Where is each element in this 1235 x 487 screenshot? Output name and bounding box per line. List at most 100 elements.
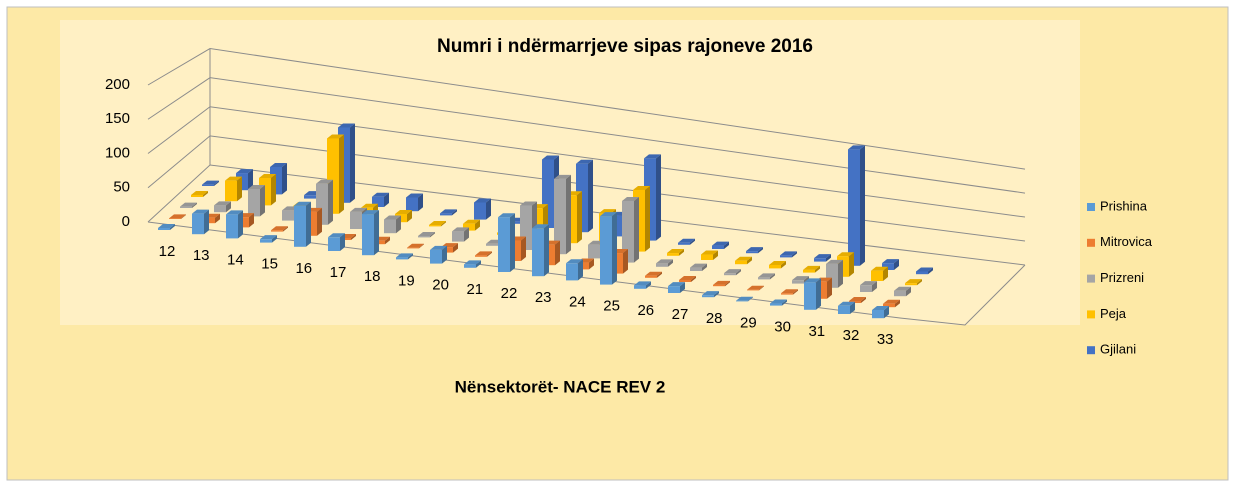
- bar-top: [474, 198, 491, 203]
- bar: [736, 300, 748, 302]
- bar-top: [633, 185, 650, 190]
- bar-top: [792, 276, 809, 281]
- bar-side: [816, 278, 821, 310]
- bar-side: [656, 154, 661, 241]
- bar: [848, 149, 860, 266]
- y-tick-label: 100: [105, 144, 130, 161]
- x-tick-label: 28: [706, 310, 723, 327]
- bar-side: [487, 251, 492, 257]
- bar-side: [758, 247, 763, 254]
- bar-side: [385, 236, 390, 245]
- bar-top: [406, 193, 423, 198]
- bar-side: [815, 265, 820, 273]
- x-tick-label: 30: [774, 319, 791, 336]
- bar-top: [769, 260, 786, 265]
- bar-side: [668, 259, 673, 267]
- bar: [678, 242, 690, 245]
- bar-side: [339, 134, 344, 214]
- bar-side: [521, 236, 526, 261]
- bar: [803, 269, 815, 273]
- bar-top: [746, 247, 763, 252]
- bar: [838, 305, 850, 314]
- bar-top: [724, 269, 741, 274]
- bar-top: [702, 291, 719, 296]
- bar-side: [770, 273, 775, 280]
- bar: [702, 295, 714, 298]
- bar: [690, 267, 702, 271]
- bar-side: [725, 280, 730, 287]
- bar: [712, 245, 724, 249]
- bar-top: [837, 252, 854, 257]
- bar-side: [452, 209, 457, 216]
- bar: [701, 254, 713, 260]
- y-tick-label: 50: [113, 179, 130, 196]
- bar-top: [667, 249, 684, 254]
- bar-top: [871, 266, 888, 271]
- bar-top: [848, 145, 865, 150]
- bar-side: [351, 233, 356, 240]
- x-tick-label: 18: [364, 268, 381, 285]
- bar-side: [214, 180, 219, 186]
- bar-top: [214, 201, 231, 206]
- bar-top: [894, 286, 911, 291]
- x-tick-label: 22: [501, 285, 518, 302]
- bar-side: [895, 299, 900, 308]
- bar: [679, 279, 691, 282]
- bar-top: [554, 174, 571, 179]
- bar-top: [532, 224, 549, 229]
- legend-label: Peja: [1100, 306, 1127, 321]
- bar-side: [884, 305, 889, 319]
- bar: [214, 205, 226, 213]
- y-tick-label: 0: [122, 213, 130, 230]
- bar-top: [736, 296, 753, 301]
- bar-side: [418, 193, 423, 212]
- bar: [804, 282, 816, 310]
- bar-top: [576, 159, 593, 164]
- bar-side: [826, 254, 831, 262]
- bar-top: [780, 251, 797, 256]
- bar: [304, 195, 316, 199]
- bar-side: [792, 251, 797, 258]
- y-tick-label: 150: [105, 110, 130, 127]
- bar-side: [861, 296, 866, 303]
- bar-side: [407, 209, 412, 223]
- bar-side: [690, 238, 695, 245]
- bar-top: [644, 154, 661, 159]
- bar-top: [202, 180, 219, 185]
- legend-label: Prizreni: [1100, 270, 1144, 285]
- bar-side: [181, 214, 186, 219]
- bar: [758, 277, 770, 280]
- bar-side: [238, 210, 243, 239]
- bar-side: [645, 185, 650, 252]
- bar-side: [464, 227, 469, 242]
- bar-side: [486, 198, 491, 220]
- bar-top: [361, 203, 378, 208]
- bar-top: [191, 190, 208, 195]
- bar: [372, 196, 384, 207]
- bar-side: [589, 258, 594, 270]
- bar-top: [803, 265, 820, 270]
- bar-top: [463, 219, 480, 224]
- bar: [769, 264, 781, 269]
- bar-side: [782, 299, 787, 306]
- bar-side: [555, 240, 560, 266]
- bar: [882, 263, 894, 270]
- y-tick-label: 200: [105, 76, 130, 93]
- legend-label: Prishina: [1100, 198, 1148, 213]
- bar-top: [916, 267, 933, 272]
- x-tick-label: 26: [637, 302, 654, 319]
- floor-edge: [147, 221, 1026, 326]
- bar: [407, 247, 419, 249]
- bar-side: [646, 281, 651, 289]
- bar-top: [418, 232, 435, 237]
- bar-top: [679, 275, 696, 280]
- bar: [260, 239, 272, 243]
- bar-top: [758, 273, 775, 278]
- bar-top: [872, 305, 889, 310]
- bar-side: [419, 243, 424, 249]
- bar-top: [542, 155, 559, 160]
- bar-top: [407, 243, 424, 248]
- bar: [202, 184, 214, 186]
- bar: [350, 211, 362, 229]
- bar-side: [260, 185, 265, 217]
